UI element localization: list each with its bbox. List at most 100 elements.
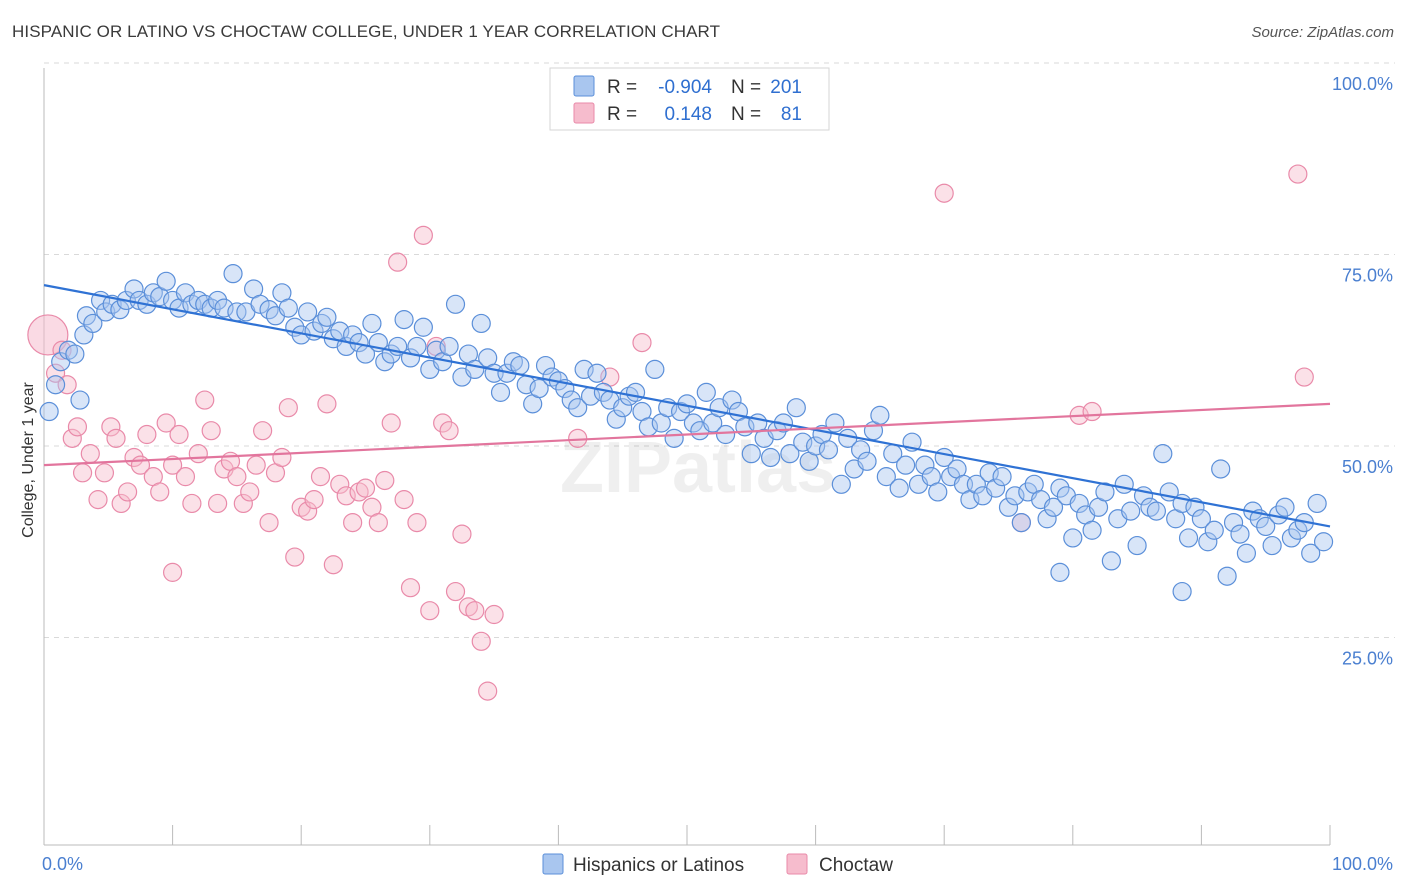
choctaw-point — [233, 493, 253, 514]
choctaw-point — [195, 390, 215, 410]
choctaw-point — [111, 493, 131, 514]
choctaw-point — [150, 482, 170, 502]
choctaw-point — [163, 455, 183, 475]
hispanic-point — [966, 474, 986, 494]
hispanic-point — [124, 279, 144, 299]
hispanic-point — [1043, 497, 1064, 517]
y-tick-label: 25.0% — [1342, 649, 1393, 669]
hispanic-point — [1069, 493, 1089, 514]
hispanic-point — [1121, 501, 1141, 521]
series-swatch-hispanic — [542, 853, 564, 875]
choctaw-point — [400, 578, 421, 598]
choctaw-point — [420, 601, 440, 621]
hispanic-point — [1005, 486, 1025, 506]
y-tick-label: 75.0% — [1342, 266, 1393, 286]
legend-swatch-pink — [573, 102, 595, 124]
y-tick-label: 50.0% — [1342, 457, 1393, 477]
hispanic-point — [278, 298, 298, 318]
choctaw-point — [67, 417, 88, 437]
hispanic-point — [645, 359, 665, 379]
choctaw-point — [478, 681, 498, 701]
hispanic-point — [529, 378, 549, 399]
hispanic-point — [298, 302, 318, 322]
hispanic-point — [561, 390, 581, 410]
choctaw-point — [169, 424, 189, 445]
hispanic-point — [574, 359, 594, 379]
hispanic-point — [394, 310, 414, 330]
series-label-hispanic: Hispanics or Latinos — [573, 855, 744, 876]
choctaw-point — [343, 512, 363, 533]
watermark: ZIPatlas — [560, 428, 836, 508]
hispanic-point — [1095, 482, 1115, 502]
choctaw-point — [310, 467, 331, 487]
tick-labels: 25.0% 50.0% 75.0% 100.0% 0.0% 100.0% — [42, 74, 1393, 874]
choctaw-point — [330, 474, 350, 494]
legend-swatch-blue — [573, 75, 595, 97]
hispanic-point — [156, 271, 176, 291]
choctaw-point — [407, 512, 427, 533]
choctaw-point — [1294, 367, 1314, 387]
hispanic-point — [70, 390, 90, 410]
legend-r-value: 0.148 — [664, 104, 712, 125]
choctaw-point — [208, 493, 228, 514]
hispanic-point — [613, 398, 633, 418]
choctaw-point — [72, 463, 93, 483]
legend-r-label: R = — [607, 104, 637, 125]
hispanic-point — [250, 294, 270, 314]
x-tick-label: 100.0% — [1332, 854, 1393, 874]
chart-source: Source: ZipAtlas.com — [1251, 24, 1394, 41]
legend-r-label: R = — [607, 77, 637, 98]
hispanic-point — [362, 313, 382, 334]
hispanic-point — [208, 290, 228, 311]
hispanic-point — [857, 451, 877, 471]
choctaw-point — [304, 490, 324, 510]
choctaw-point — [62, 428, 82, 448]
hispanic-point — [780, 444, 800, 464]
hispanic-point — [375, 352, 395, 372]
choctaw-point — [259, 512, 279, 533]
choctaw-point — [88, 490, 108, 510]
choctaw-point — [368, 512, 388, 533]
choctaw-point — [101, 417, 121, 437]
hispanic-point — [1204, 520, 1224, 540]
hispanic-point — [76, 306, 97, 326]
hispanic-point — [664, 428, 684, 448]
choctaw-point — [323, 555, 343, 575]
chart-title: HISPANIC OR LATINO VS CHOCTAW COLLEGE, U… — [12, 22, 721, 41]
hispanic-point — [96, 302, 116, 322]
hispanic-point — [1082, 520, 1102, 540]
hispanic-point — [1230, 524, 1250, 544]
choctaw-point — [285, 547, 305, 567]
hispanic-point — [1050, 562, 1070, 582]
hispanic-point — [1281, 528, 1302, 548]
hispanic-point — [998, 497, 1019, 517]
choctaw-point — [413, 225, 433, 245]
choctaw-point — [1288, 164, 1308, 184]
hispanic-point — [825, 413, 845, 433]
choctaw-point — [381, 413, 401, 433]
hispanic-point — [1223, 512, 1244, 533]
hispanic-point — [870, 405, 890, 425]
choctaw-point — [227, 467, 247, 487]
legend-box — [549, 67, 830, 131]
hispanic-point — [696, 382, 716, 402]
hispanic-point — [851, 440, 871, 460]
hispanic-point — [670, 401, 691, 422]
hispanic-point — [1037, 509, 1057, 529]
choctaw-point — [94, 463, 115, 483]
choctaw-point — [1082, 401, 1102, 422]
choctaw-point — [471, 631, 491, 651]
choctaw-point — [317, 394, 337, 414]
hispanic-point — [986, 478, 1006, 498]
hispanic-point — [1114, 474, 1134, 494]
choctaw-point — [246, 455, 266, 475]
hispanic-point — [490, 382, 511, 402]
hispanic-point — [39, 401, 59, 422]
choctaw-point — [433, 413, 453, 433]
legend-n-value: 201 — [770, 77, 802, 98]
hispanic-point — [535, 355, 556, 376]
hispanic-trend-line — [43, 284, 1331, 528]
legend-n-value: 81 — [781, 104, 802, 125]
hispanic-point — [214, 298, 234, 318]
